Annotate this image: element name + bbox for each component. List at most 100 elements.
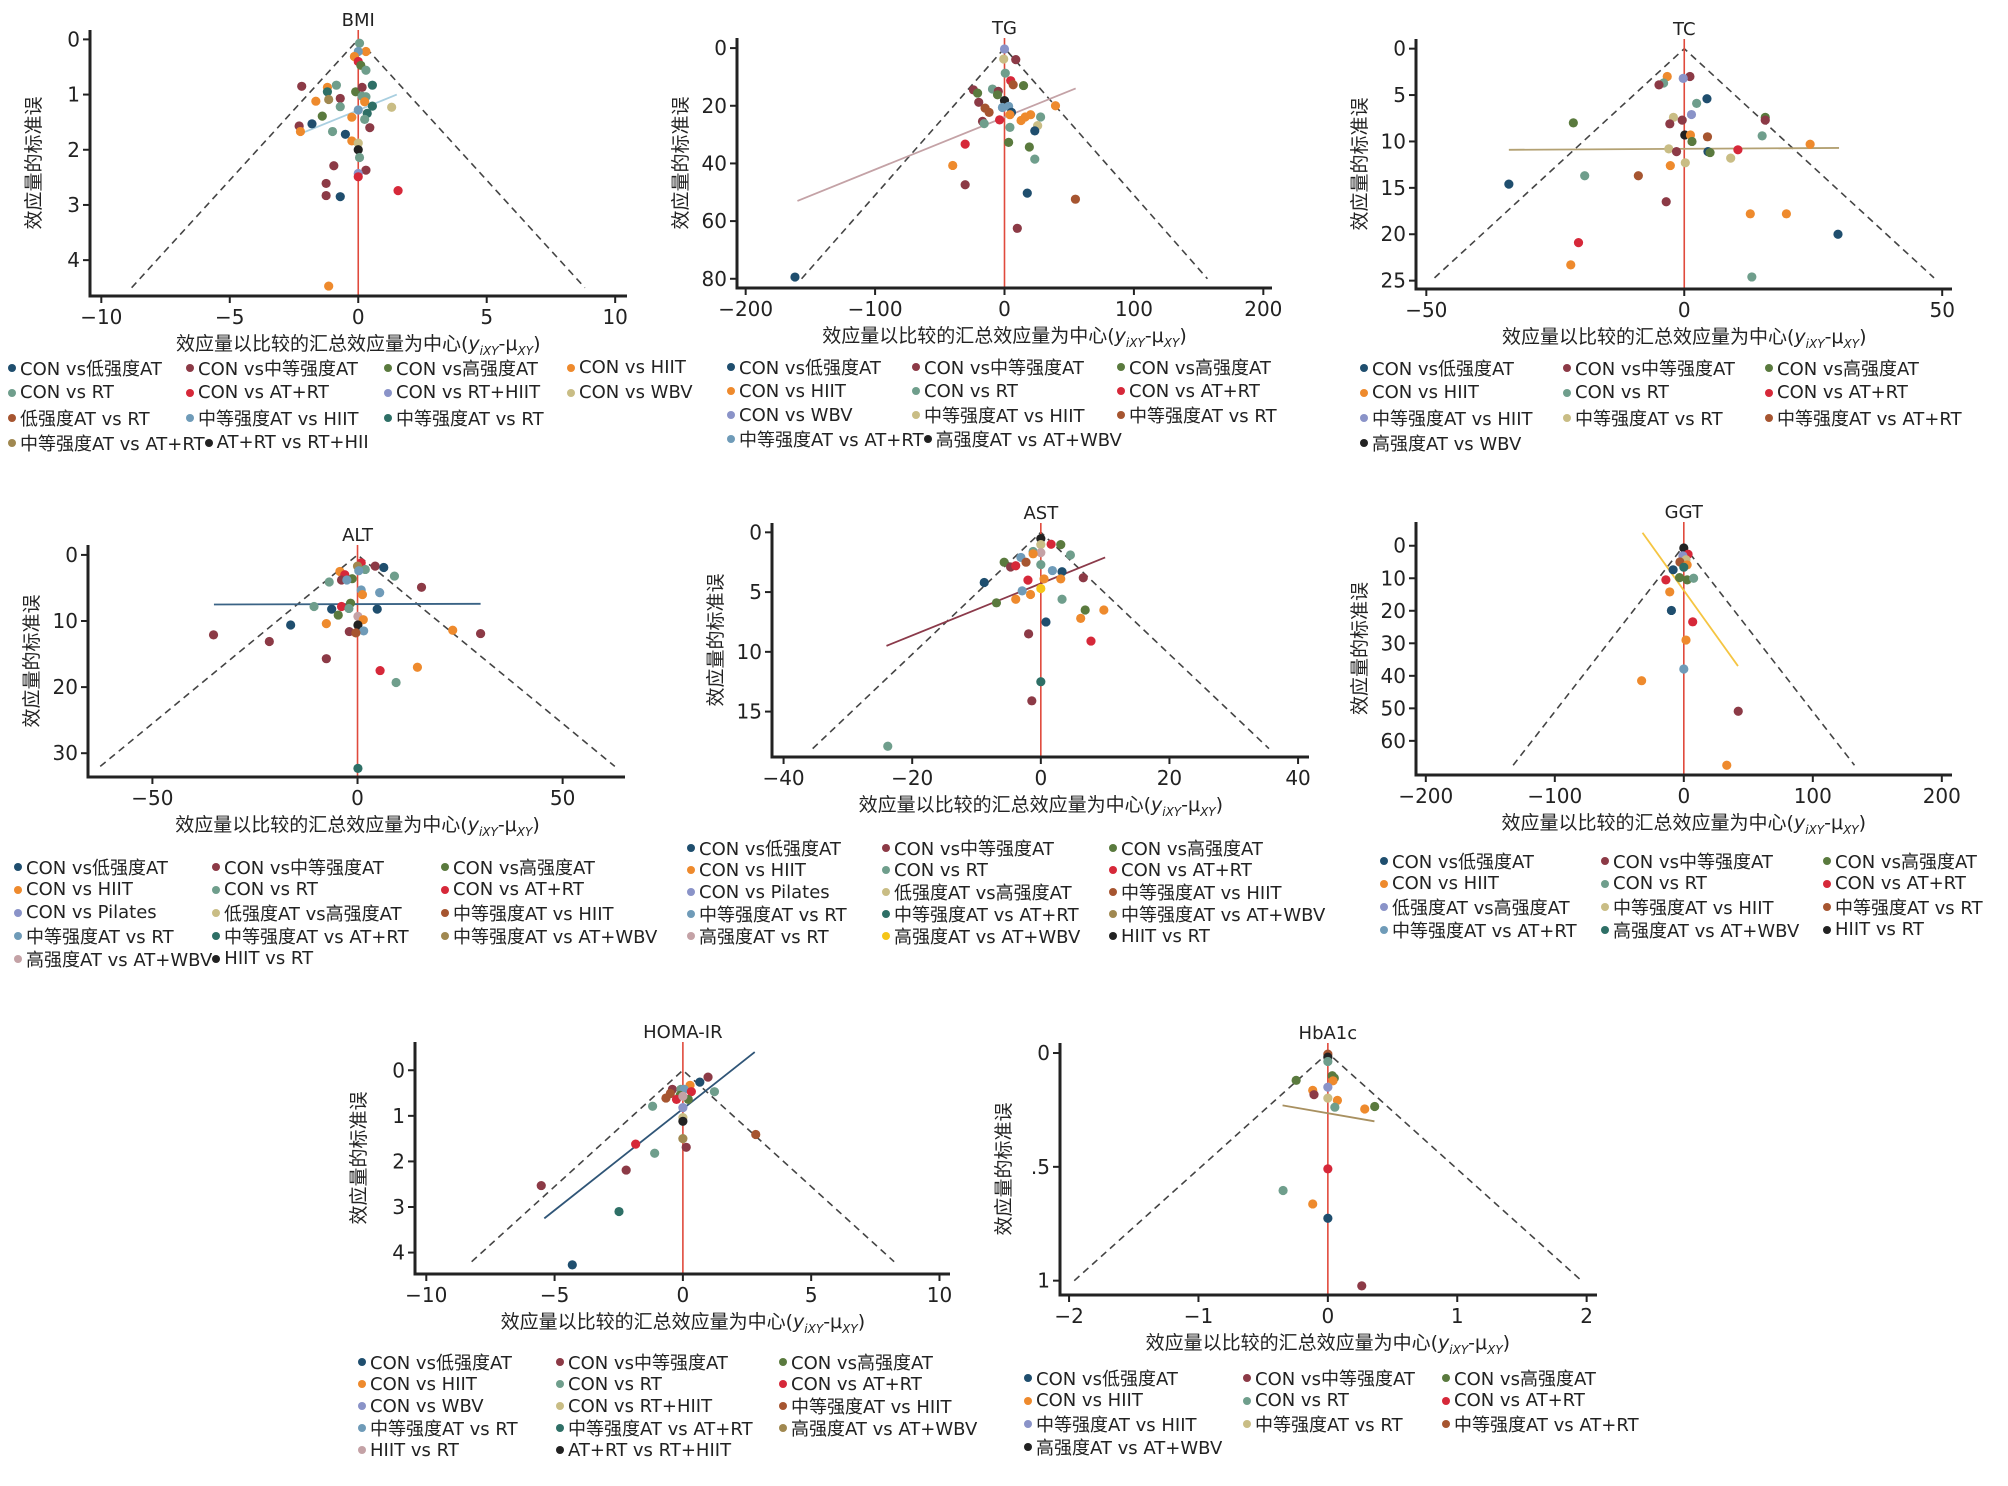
data-point (631, 1139, 641, 1149)
legend-row: CON vs HIIT CON vs RT CON vs AT+RT (687, 859, 1325, 881)
legend-label: CON vs低强度AT (26, 857, 168, 879)
legend-item: AT+RT vs RT+HIIT (556, 1440, 779, 1461)
legend-label: CON vs AT+RT (1777, 382, 1908, 403)
legend-label: 中等强度AT vs AT+WBV (453, 926, 658, 948)
legend-marker-icon (1765, 413, 1773, 422)
data-point (335, 102, 345, 112)
legend-row: 中等强度AT vs HIIT 中等强度AT vs RT 中等强度AT vs AT+R… (1024, 1411, 1642, 1437)
legend-label: CON vs HIIT (1372, 382, 1479, 403)
data-point (297, 81, 307, 91)
legend-item: 中等强度AT vs AT+RT (556, 1415, 779, 1441)
legend-row: CON vs WBV CON vs RT+HIIT 中等强度AT vs HIIT (358, 1395, 979, 1418)
legend-label: CON vs WBV (739, 404, 853, 426)
legend-item: CON vs HIIT (687, 860, 882, 881)
legend-label: 高强度AT vs AT+WBV (1613, 920, 1800, 942)
data-point (1833, 229, 1843, 239)
x-tick-label: 0 (998, 297, 1011, 321)
legend-item: CON vs低强度AT (687, 835, 882, 861)
legend-label: CON vs RT (1613, 873, 1707, 894)
data-point (1025, 589, 1036, 600)
legend-item: 中等强度AT vs AT+WBV (1109, 901, 1325, 927)
legend-label: 中等强度AT vs RT (1835, 897, 1983, 919)
legend-row: CON vs低强度AT CON vs中等强度AT CON vs高强度AT (687, 835, 1325, 861)
data-point (333, 610, 343, 620)
legend-label: CON vs低强度AT (739, 358, 881, 379)
regression-line (543, 1051, 756, 1220)
legend-marker-icon (8, 388, 16, 397)
data-point (1023, 575, 1033, 585)
legend-label: CON vs RT (1255, 1390, 1349, 1411)
legend-marker-icon (1024, 1373, 1032, 1382)
legend-label: 中等强度AT vs AT+RT (568, 1419, 753, 1440)
data-point (324, 94, 334, 105)
x-tick-label: −10 (405, 1283, 447, 1307)
legend-item: CON vs HIIT (358, 1374, 556, 1395)
legend-label: AT+RT vs RT+HII (216, 432, 369, 453)
x-tick-label: −100 (848, 297, 903, 321)
legend-label: CON vs HIIT (579, 357, 686, 378)
legend-marker-icon (1601, 879, 1609, 888)
legend-label: CON vs低强度AT (699, 839, 841, 860)
data-point (1070, 194, 1081, 204)
data-point (361, 46, 371, 57)
data-point (1722, 760, 1732, 770)
legend-marker-icon (358, 1358, 366, 1366)
legend-label: 低强度AT vs RT (20, 408, 150, 430)
legend-label: CON vs HIIT (1036, 1390, 1143, 1411)
legend-marker-icon (779, 1402, 787, 1410)
data-point (678, 1091, 688, 1101)
funnel-plot-ast: −40 −20 0 20 40 0 5 10 15 AST 效应量的标准误效应量以比较的汇总效应量为… (705, 503, 1311, 819)
legend-marker-icon (1109, 866, 1117, 874)
legend-label: 中等强度AT vs HIIT (1613, 897, 1774, 919)
legend-marker-icon (14, 908, 22, 917)
x-axis-label-part: -μ (1181, 794, 1200, 816)
legend-item: CON vs AT+RT (1109, 860, 1309, 881)
x-tick-label: 0 (1678, 298, 1691, 322)
data-point (1036, 112, 1046, 122)
y-tick-label: 0 (65, 543, 78, 567)
y-tick-label: 40 (702, 151, 727, 175)
legend-row: CON vs HIIT CON vs RT CON vs AT+RT (14, 878, 681, 901)
data-point (475, 628, 486, 639)
y-axis-label: 效应量的标准误 (23, 96, 45, 229)
legend-label: HIIT vs RT (1835, 919, 1924, 940)
data-point (1016, 115, 1026, 126)
legend-label: CON vs高强度AT (1129, 358, 1271, 379)
y-tick-label: 0 (1037, 1041, 1050, 1065)
x-axis-label-part: iXY (1126, 336, 1147, 350)
x-axis-label-part: ) (1503, 1332, 1510, 1354)
data-point (1568, 118, 1578, 128)
data-point (1036, 583, 1046, 594)
data-point (999, 557, 1009, 567)
legend-row: 中等强度AT vs HIIT 中等强度AT vs RT 中等强度AT vs AT+R… (1360, 405, 1965, 430)
data-point (972, 88, 983, 98)
legend-item: 中等强度AT vs AT+RT (1442, 1411, 1642, 1437)
y-tick-label: 20 (53, 675, 78, 699)
legend-label: CON vs高强度AT (1835, 851, 1977, 873)
data-point (1041, 617, 1051, 627)
legend-label: CON vs中等强度AT (894, 839, 1054, 860)
data-point (327, 126, 338, 137)
legend-marker-icon (567, 388, 575, 397)
legend-item: CON vs中等强度AT (212, 854, 441, 880)
legend-row: CON vs低强度AT CON vs中等强度AT CON vs高强度AT (1360, 355, 1965, 380)
x-tick-label: −200 (1398, 784, 1453, 808)
data-point (1011, 561, 1021, 571)
legend-label: CON vs RT (1575, 382, 1669, 403)
x-axis-label-part: iXY (1805, 823, 1826, 837)
legend-item: HIIT vs RT (358, 1440, 556, 1461)
data-point (1504, 179, 1514, 189)
x-axis-label-part: ) (1859, 326, 1866, 348)
chart-title: ALT (342, 525, 374, 546)
data-point (1733, 145, 1743, 155)
data-point (1022, 188, 1032, 198)
legend-item: CON vs高强度AT (779, 1349, 979, 1375)
legend-marker-icon (882, 932, 890, 940)
data-point (1018, 80, 1029, 91)
data-point (1330, 1102, 1340, 1112)
x-axis-label-part: XY (1842, 823, 1860, 837)
x-axis-label-part: ) (1179, 325, 1186, 347)
x-axis-label-part: XY (1843, 337, 1861, 351)
data-point (1664, 144, 1674, 154)
